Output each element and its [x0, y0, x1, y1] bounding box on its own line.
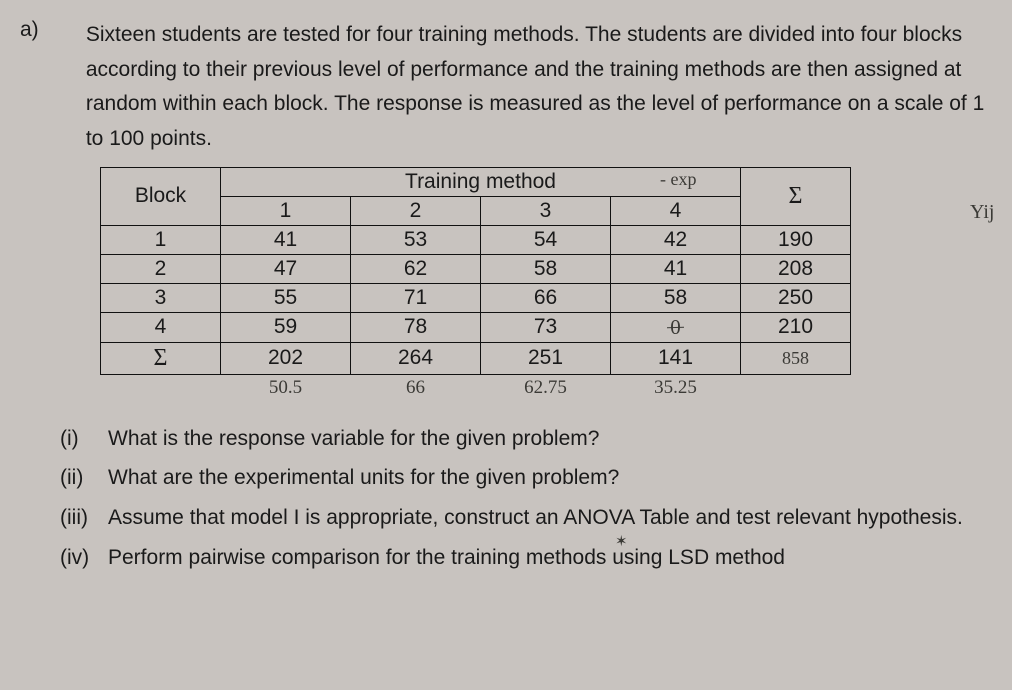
cell: 210: [741, 312, 851, 342]
question-row: (i) What is the response variable for th…: [60, 419, 1012, 459]
cell: 190: [741, 225, 851, 254]
cell: 141: [611, 342, 741, 374]
hw-yij: Yij: [970, 201, 994, 224]
cell: 4: [101, 312, 221, 342]
cell: 47: [221, 254, 351, 283]
cell: 41: [221, 225, 351, 254]
table-row: 3 55 71 66 58 250: [101, 283, 851, 312]
q-text: Assume that model I is appropriate, cons…: [108, 498, 1012, 538]
cell: 58: [611, 283, 741, 312]
question-row: (ii) What are the experimental units for…: [60, 458, 1012, 498]
struck-zero: 0: [670, 315, 681, 340]
col-label: 4: [611, 196, 741, 225]
question-row: (iv) Perform pairwise comparison for the…: [60, 538, 1012, 578]
question-row: (iii) Assume that model I is appropriate…: [60, 498, 1012, 538]
cell: 71: [351, 283, 481, 312]
row-sigma: Σ: [101, 342, 221, 374]
cell: 250: [741, 283, 851, 312]
hw-mean: 50.5: [221, 374, 351, 401]
q-text: What are the experimental units for the …: [108, 458, 1012, 498]
cell: 42: [611, 225, 741, 254]
table-row: 1 41 53 54 42 190: [101, 225, 851, 254]
cell: 1: [101, 225, 221, 254]
cell-grand: 858: [741, 342, 851, 374]
cell: 73: [481, 312, 611, 342]
cell: 66: [481, 283, 611, 312]
header-sigma: Σ: [741, 167, 851, 225]
cell: 202: [221, 342, 351, 374]
table-row: 2 47 62 58 41 208: [101, 254, 851, 283]
table-row: 4 59 78 73 0 210: [101, 312, 851, 342]
col-label: 3: [481, 196, 611, 225]
questions: (i) What is the response variable for th…: [60, 419, 1012, 579]
q-label: (iv): [60, 538, 108, 578]
cell: 53: [351, 225, 481, 254]
cell: 59: [221, 312, 351, 342]
q-label: (i): [60, 419, 108, 459]
cell: 208: [741, 254, 851, 283]
cell: 2: [101, 254, 221, 283]
cell: 78: [351, 312, 481, 342]
data-table-wrap: - exp Yij Block Training method Σ 1 2 3 …: [100, 167, 1012, 401]
cell: 264: [351, 342, 481, 374]
hw-mean: 35.25: [611, 374, 741, 401]
hw-means-row: 50.5 66 62.75 35.25: [101, 374, 851, 401]
col-label: 2: [351, 196, 481, 225]
cell: 54: [481, 225, 611, 254]
hw-mark-icon: ✶: [615, 528, 628, 557]
q-label: (iii): [60, 498, 108, 538]
part-label: a): [20, 18, 80, 42]
cell: 3: [101, 283, 221, 312]
cell: 41: [611, 254, 741, 283]
table-row-sums: Σ 202 264 251 141 858: [101, 342, 851, 374]
q-text: Perform pairwise comparison for the trai…: [108, 538, 1012, 578]
header-block: Block: [101, 167, 221, 225]
hw-mean: 62.75: [481, 374, 611, 401]
data-table: Block Training method Σ 1 2 3 4 1 41 53 …: [100, 167, 851, 401]
cell: 62: [351, 254, 481, 283]
q-label: (ii): [60, 458, 108, 498]
col-label: 1: [221, 196, 351, 225]
q-text: What is the response variable for the gi…: [108, 419, 1012, 459]
hw-mean: 66: [351, 374, 481, 401]
cell: 58: [481, 254, 611, 283]
cell: 55: [221, 283, 351, 312]
cell-struck: 0: [611, 312, 741, 342]
problem-text: Sixteen students are tested for four tra…: [86, 18, 1006, 157]
hw-exp: - exp: [660, 169, 696, 190]
cell: 251: [481, 342, 611, 374]
